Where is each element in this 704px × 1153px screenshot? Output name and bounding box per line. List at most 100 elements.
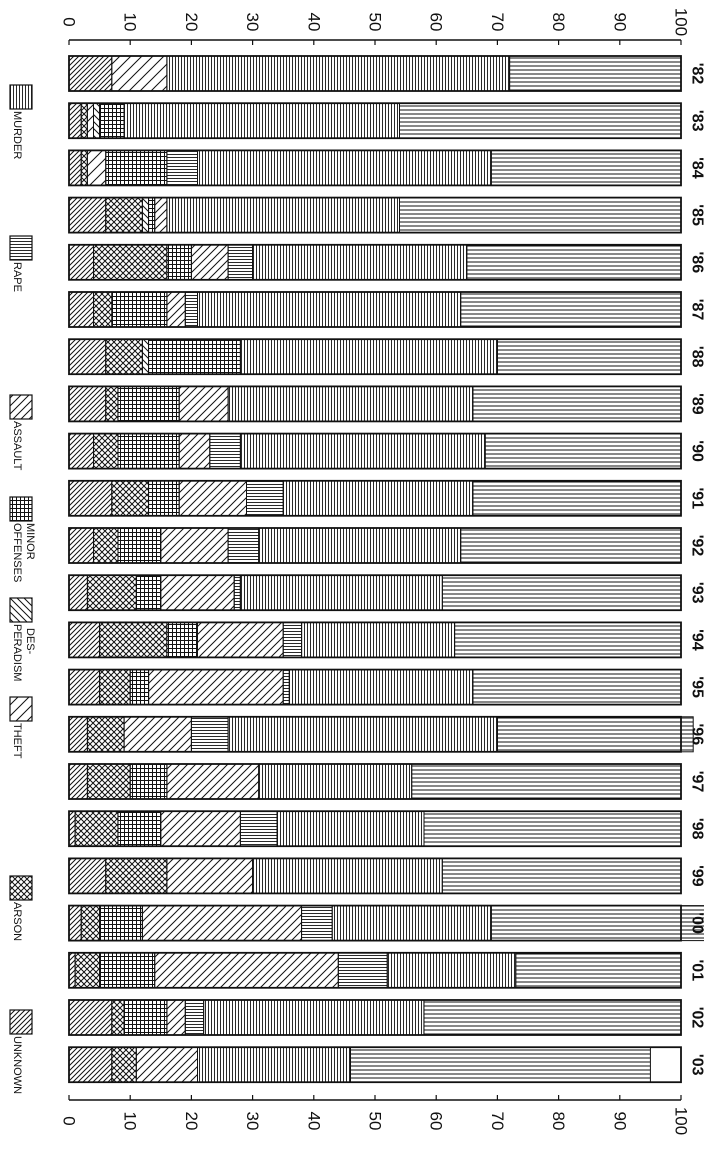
bar-segment-assault xyxy=(160,574,235,611)
bar-segment-murder xyxy=(239,433,486,470)
top-tick-label: 0 xyxy=(60,17,79,26)
year-label: '03 xyxy=(689,1054,704,1076)
bar-outline xyxy=(68,951,682,989)
bar-segment-other xyxy=(472,480,682,517)
bar-13 xyxy=(68,668,682,706)
bar-segment-desperadism xyxy=(141,338,149,375)
bar-segment-other xyxy=(515,952,682,989)
bar-segment-arson xyxy=(86,763,131,800)
bar-segment-murder xyxy=(239,574,443,611)
top-tick-label: 60 xyxy=(427,13,446,32)
bottom-axis: 0 10 20 30 40 50 60 70 80 90 100 xyxy=(60,1095,691,1135)
bar-21 xyxy=(68,1046,682,1084)
bottom-tick-label: 20 xyxy=(182,1112,201,1131)
bar-segment-assault xyxy=(178,385,229,422)
bar-segment-unknown xyxy=(68,669,101,706)
bar-segment-other xyxy=(460,291,682,328)
bar-segment-theft xyxy=(111,55,168,92)
top-tick-label: 20 xyxy=(182,13,201,32)
bar-segment-minor-offenses xyxy=(99,905,143,942)
legend-label-minor-1: MINOR xyxy=(24,523,36,560)
top-tick-label: 90 xyxy=(610,13,629,32)
bar-segment-unknown xyxy=(68,621,101,658)
legend-murder: MURDER xyxy=(9,84,33,159)
bar-outline xyxy=(68,385,682,423)
bar-segment-murder xyxy=(203,999,425,1036)
bar-outline xyxy=(68,574,682,612)
bar-segment-unknown xyxy=(68,385,107,422)
bar-segment-assault xyxy=(154,952,339,989)
bottom-tick-label: 30 xyxy=(243,1112,262,1131)
bar-outline xyxy=(68,621,682,659)
bar-segment-rape xyxy=(246,480,284,517)
bar-segment-minor-offenses xyxy=(99,102,125,139)
bar-2 xyxy=(68,149,682,187)
bar-segment-minor-offenses xyxy=(117,527,162,564)
bar-20 xyxy=(68,999,682,1036)
year-label: '88 xyxy=(689,346,704,368)
bar-3 xyxy=(68,196,682,234)
bar-segment-murder xyxy=(197,291,462,328)
bar-segment-assault xyxy=(123,716,192,753)
bar-segment-theft xyxy=(86,149,107,186)
bar-segment-murder xyxy=(252,857,443,894)
bar-16 xyxy=(68,810,682,848)
bar-outline xyxy=(68,715,682,753)
bar-segment-minor-offenses xyxy=(129,763,168,800)
year-label: '97 xyxy=(689,771,704,793)
bar-segment-minor-offenses xyxy=(148,197,156,234)
bar-segment-unknown xyxy=(68,433,94,470)
bar-segment-arson xyxy=(80,905,101,942)
bar-segment-other xyxy=(484,433,682,470)
bottom-tick-label: 80 xyxy=(549,1112,568,1131)
bar-segment-unknown xyxy=(68,149,82,186)
bar-segment-rape xyxy=(282,621,303,658)
bar-segment-desperadism xyxy=(141,197,149,234)
bar-segment-minor-offenses xyxy=(105,149,168,186)
year-labels: '82 '83 '84 '85 '86 '87 '88 '89 '90 '91 '92 '93 '94 '… xyxy=(689,63,704,1076)
bar-segment-unknown xyxy=(68,857,107,894)
bar-segment-unknown xyxy=(68,338,107,375)
bar-segment-other xyxy=(496,716,694,753)
legend-swatch-arson xyxy=(9,875,33,901)
top-tick-label: 70 xyxy=(488,13,507,32)
bar-segment-assault xyxy=(166,763,260,800)
legend-label-desp-1: DES- xyxy=(24,628,36,655)
legend-label-assault: ASSAULT xyxy=(11,421,23,471)
bar-segment-other xyxy=(490,905,704,942)
bar-outline xyxy=(68,904,682,942)
bar-segment-arson xyxy=(111,1046,137,1083)
year-label: '94 xyxy=(689,629,704,651)
bar-segment-assault xyxy=(148,669,284,706)
bar-segment-other xyxy=(399,197,682,234)
bar-segment-arson xyxy=(74,810,119,847)
bar-segment-other xyxy=(490,149,682,186)
bar-outline xyxy=(68,999,682,1036)
bar-19 xyxy=(68,951,682,989)
top-tick-label: 30 xyxy=(243,13,262,32)
bar-segment-assault xyxy=(135,1046,199,1083)
legend-swatch-minor-offenses xyxy=(9,496,33,522)
bar-segment-assault xyxy=(166,999,186,1036)
bottom-tick-label: 10 xyxy=(121,1112,140,1131)
legend-unknown: UNKNOWN xyxy=(9,1009,33,1094)
legend-assault: ASSAULT xyxy=(9,394,33,471)
legend-label-minor-2: OFFENSES xyxy=(11,523,23,582)
bottom-tick-label: 70 xyxy=(488,1112,507,1131)
bar-segment-murder xyxy=(239,338,498,375)
bar-segment-other xyxy=(423,810,682,847)
bar-segment-assault xyxy=(178,433,211,470)
bar-segment-unknown xyxy=(68,197,107,234)
bar-6 xyxy=(68,338,682,376)
bar-segment-unknown xyxy=(68,244,94,281)
bar-segment-arson xyxy=(93,433,119,470)
bar-segment-unknown xyxy=(68,810,76,847)
bar-7 xyxy=(68,385,682,423)
legend-swatch-desperadism xyxy=(9,597,33,623)
bar-15 xyxy=(68,763,682,800)
bar-segment-assault xyxy=(160,527,229,564)
bar-segment-murder xyxy=(282,480,474,517)
bar-segment-unknown xyxy=(68,716,88,753)
bottom-tick-label: 90 xyxy=(610,1112,629,1131)
bar-segment-other xyxy=(441,574,682,611)
